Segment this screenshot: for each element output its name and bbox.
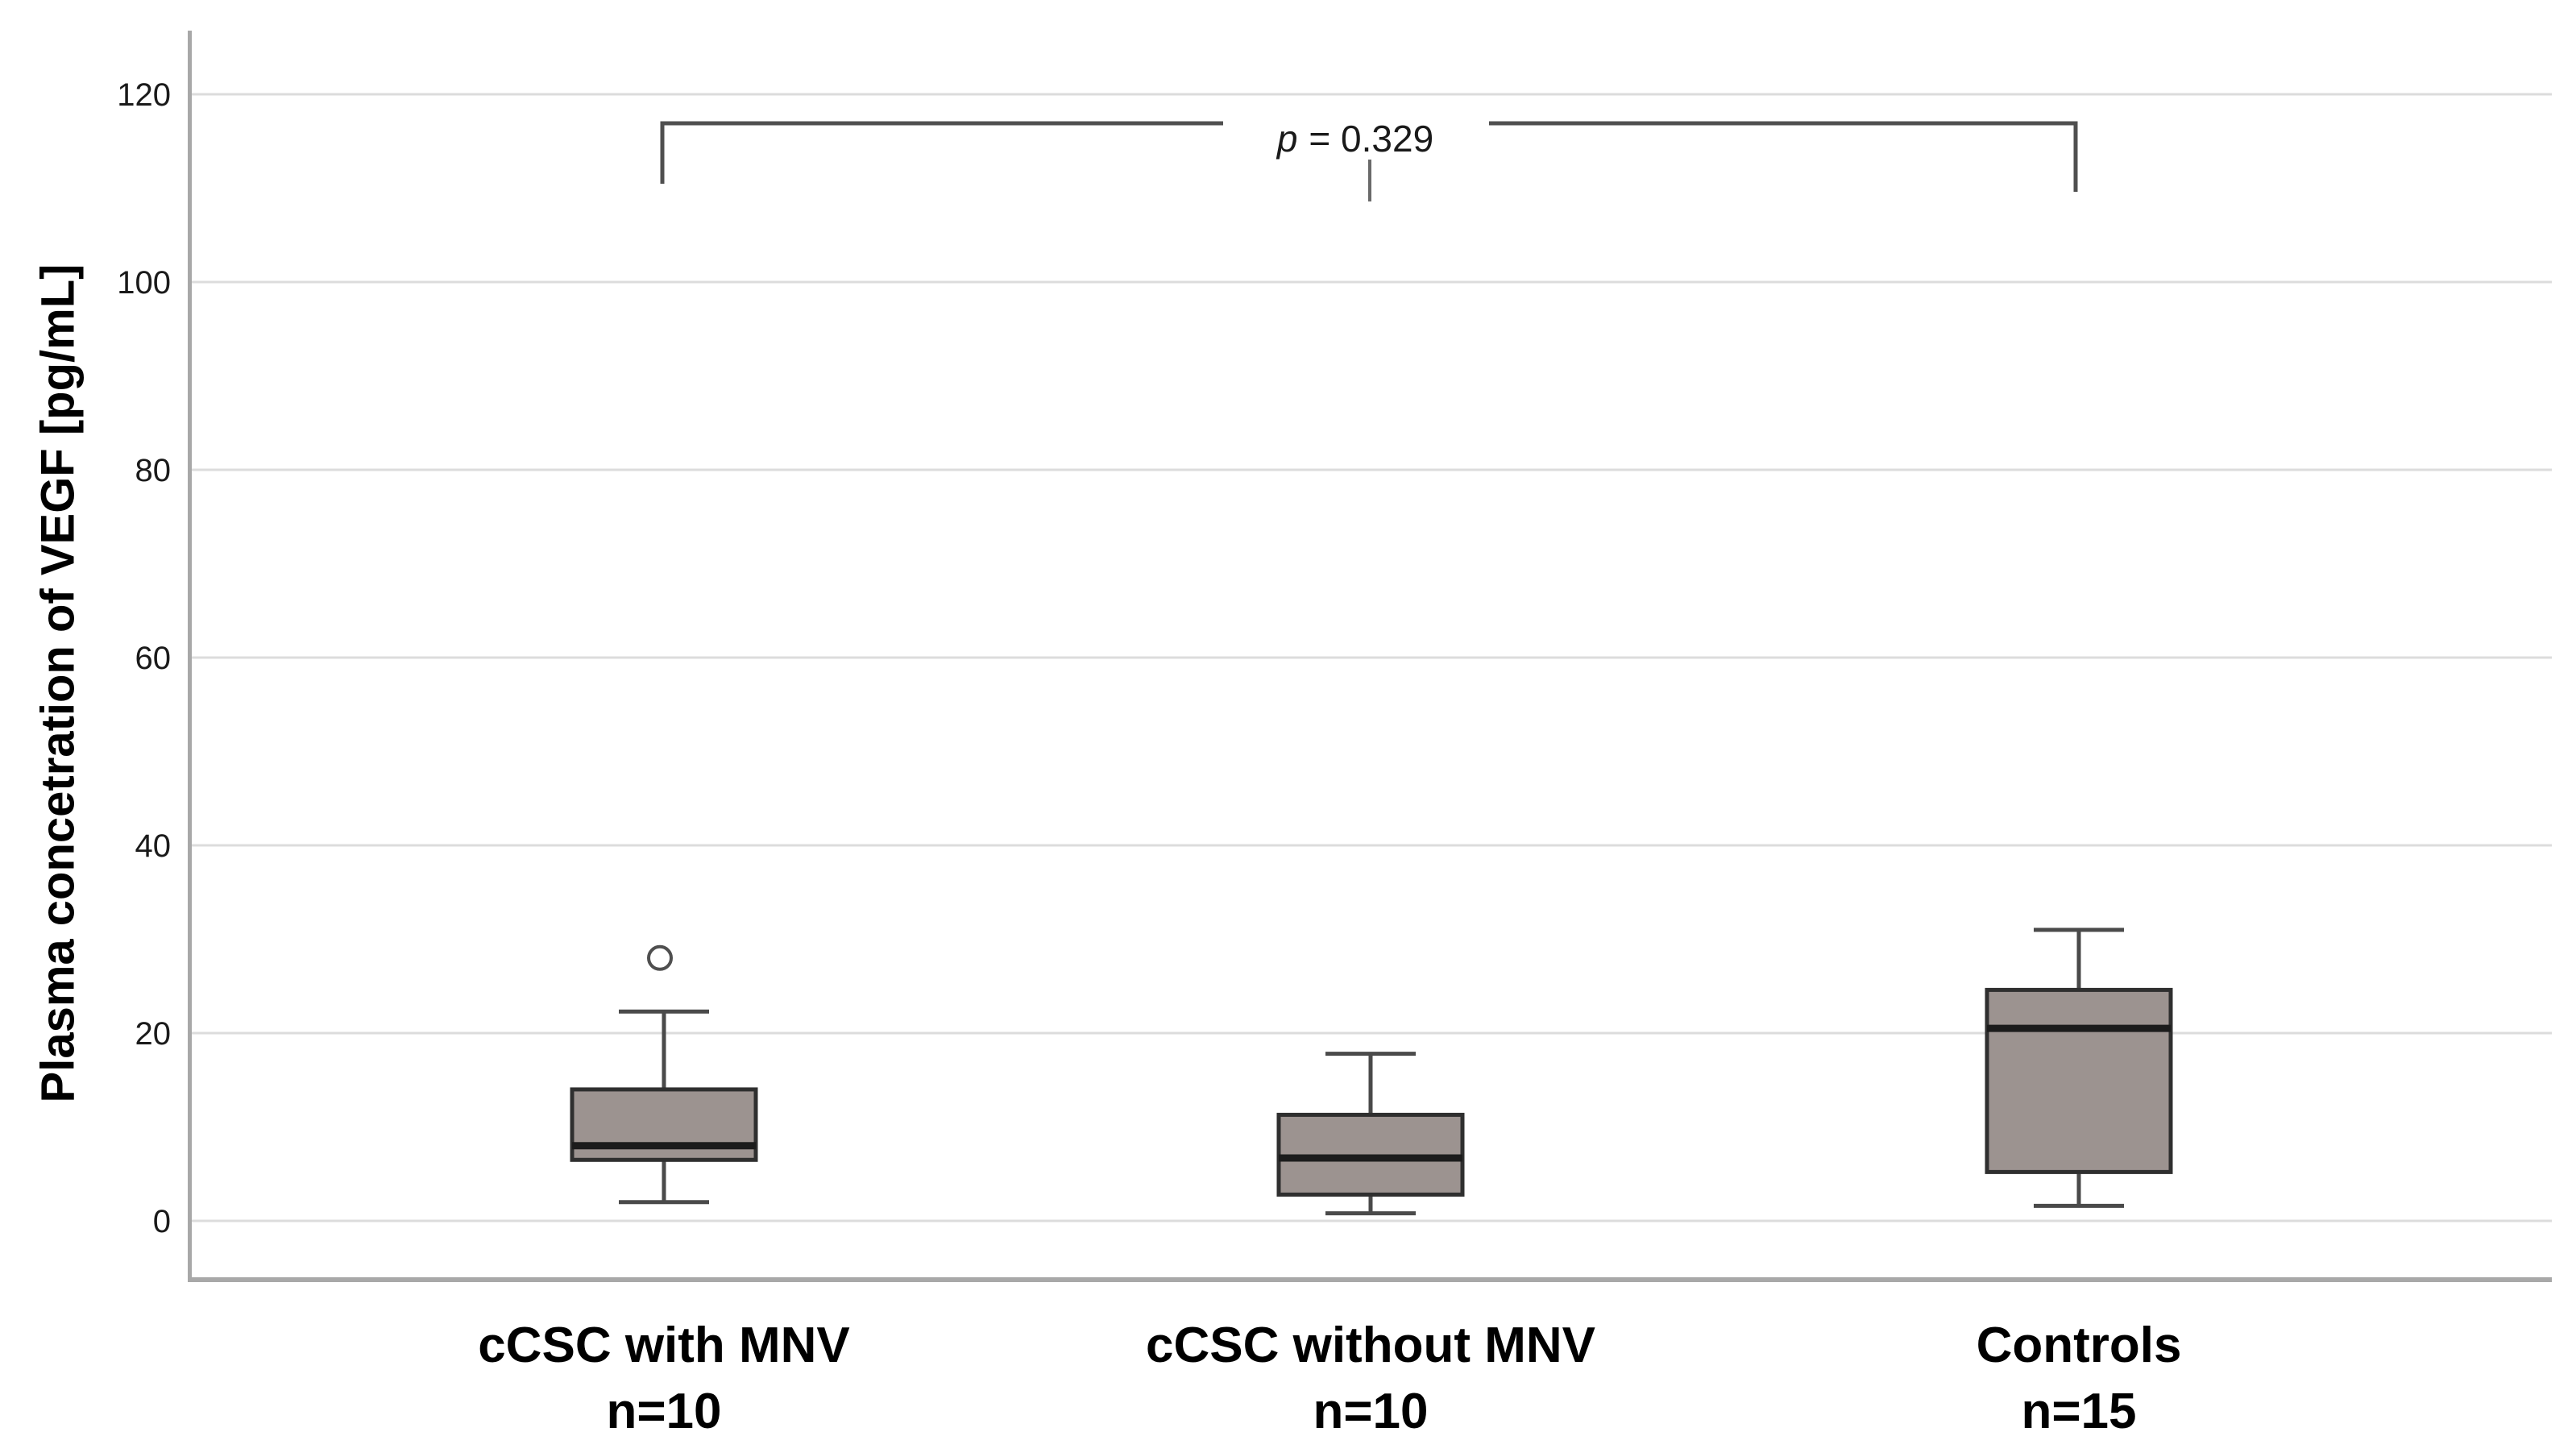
gridline [189, 468, 2552, 471]
boxplot-group: Controls n=15 [1977, 928, 2182, 1432]
gridline [189, 656, 2552, 659]
box-rect [1985, 987, 2173, 1174]
y-tick-label: 20 [135, 1016, 172, 1052]
y-axis-line [188, 31, 192, 1282]
x-axis-line [188, 1277, 2552, 1282]
gridline [189, 844, 2552, 847]
category-n-label: n=15 [2021, 1384, 2136, 1432]
p-value-text: = 0.329 [1309, 118, 1433, 160]
gridline [189, 280, 2552, 284]
y-tick-label: 60 [135, 641, 172, 676]
category-label: Controls [1977, 1318, 2182, 1373]
p-value-label: p = 0.329 [1276, 118, 1433, 160]
y-tick-label: 40 [135, 828, 172, 864]
p-value-label-background [1223, 102, 1489, 171]
gridline [189, 1219, 2552, 1222]
boxplot-group: cCSC without MNV n=10 [1146, 1052, 1595, 1432]
gridline [189, 93, 2552, 96]
y-tick-label: 80 [135, 453, 172, 488]
category-n-label: n=10 [1313, 1384, 1428, 1432]
boxplot-group: cCSC with MNV n=10 [478, 944, 850, 1432]
p-symbol: p [1276, 118, 1298, 160]
category-n-label: n=10 [606, 1384, 721, 1432]
y-tick-label: 120 [117, 77, 171, 113]
y-tick-label: 100 [117, 265, 171, 301]
outlier-circle [647, 944, 673, 971]
category-label: cCSC without MNV [1146, 1318, 1595, 1373]
gridline [189, 1031, 2552, 1035]
category-label: cCSC with MNV [478, 1318, 850, 1373]
y-tick-label: 0 [153, 1204, 171, 1239]
